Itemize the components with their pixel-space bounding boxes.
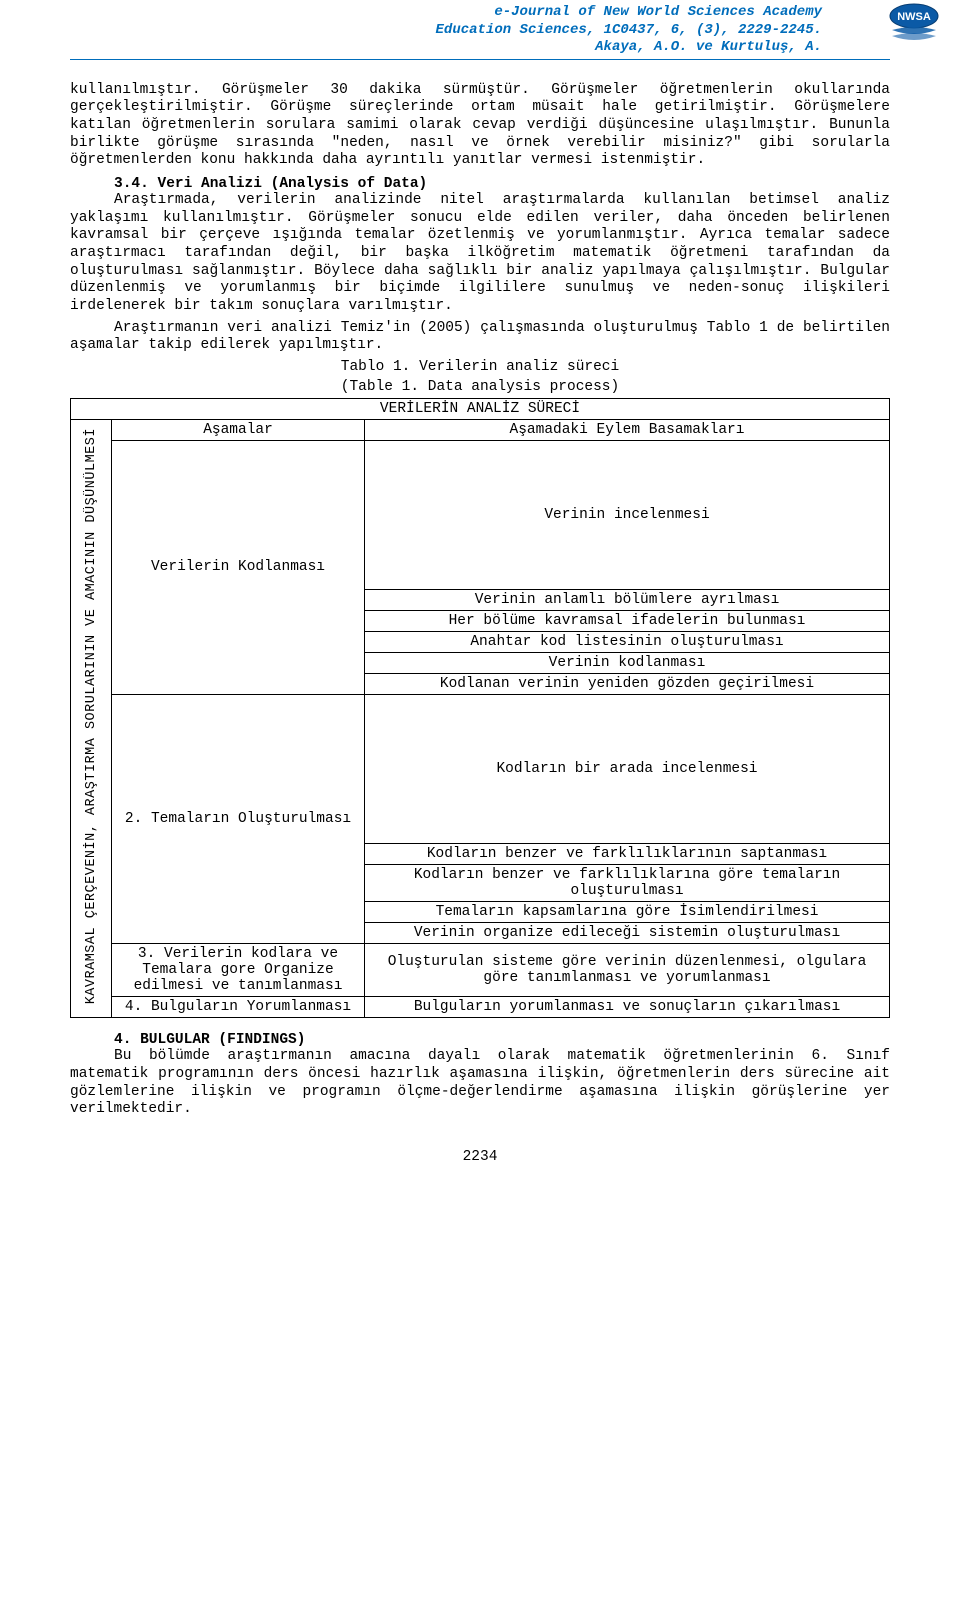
table-caption-1: Tablo 1. Verilerin analiz süreci bbox=[70, 359, 890, 376]
heading-3-4: 3.4. Veri Analizi (Analysis of Data) bbox=[114, 176, 890, 192]
table-step: Anahtar kod listesinin oluşturulması bbox=[365, 632, 890, 653]
table-step: Kodların bir arada incelenmesi bbox=[365, 695, 890, 844]
header-line-1: e-Journal of New World Sciences Academy bbox=[70, 4, 822, 22]
paragraph-2: Araştırmada, verilerin analizinde nitel … bbox=[70, 192, 890, 316]
paragraph-3: Araştırmanın veri analizi Temiz'in (2005… bbox=[70, 320, 890, 355]
table-step: Verinin incelenmesi bbox=[365, 440, 890, 589]
table-head-step: Aşamadaki Eylem Basamakları bbox=[365, 419, 890, 440]
table-step: Bulguların yorumlanması ve sonuçların çı… bbox=[365, 997, 890, 1018]
table-stage-1: Verilerin Kodlanması bbox=[112, 440, 365, 694]
table-stage-4: 4. Bulguların Yorumlanması bbox=[112, 997, 365, 1018]
nwsa-badge-icon: NWSA bbox=[888, 2, 940, 44]
paragraph-4: Bu bölümde araştırmanın amacına dayalı o… bbox=[70, 1048, 890, 1119]
table-stage-3: 3. Verilerin kodlara ve Temalara gore Or… bbox=[112, 944, 365, 997]
table-stage-2: 2. Temaların Oluşturulması bbox=[112, 695, 365, 944]
table-step: Verinin anlamlı bölümlere ayrılması bbox=[365, 590, 890, 611]
table-step: Oluşturulan sisteme göre verinin düzenle… bbox=[365, 944, 890, 997]
table-side-label: KAVRAMSAL ÇERÇEVENİN, ARAŞTIRMA SORULARI… bbox=[84, 422, 99, 1010]
page-number: 2234 bbox=[70, 1149, 890, 1165]
table-step: Verinin organize edileceği sistemin oluş… bbox=[365, 923, 890, 944]
table-step: Kodların benzer ve farklılıklarının sapt… bbox=[365, 844, 890, 865]
paragraph-1: kullanılmıştır. Görüşmeler 30 dakika sür… bbox=[70, 82, 890, 170]
table-step: Kodlanan verinin yeniden gözden geçirilm… bbox=[365, 674, 890, 695]
heading-4: 4. BULGULAR (FINDINGS) bbox=[114, 1032, 890, 1048]
page-header: e-Journal of New World Sciences Academy … bbox=[70, 0, 890, 60]
table-head-stage: Aşamalar bbox=[112, 419, 365, 440]
table-step: Kodların benzer ve farklılıklarına göre … bbox=[365, 865, 890, 902]
header-line-3: Akaya, A.O. ve Kurtuluş, A. bbox=[70, 39, 822, 57]
table-caption-2: (Table 1. Data analysis process) bbox=[70, 379, 890, 396]
svg-text:NWSA: NWSA bbox=[897, 11, 931, 23]
analysis-table: VERİLERİN ANALİZ SÜRECİ KAVRAMSAL ÇERÇEV… bbox=[70, 398, 890, 1018]
table-step: Verinin kodlanması bbox=[365, 653, 890, 674]
table-step: Her bölüme kavramsal ifadelerin bulunmas… bbox=[365, 611, 890, 632]
table-side-label-cell: KAVRAMSAL ÇERÇEVENİN, ARAŞTIRMA SORULARI… bbox=[71, 419, 112, 1017]
header-line-2: Education Sciences, 1C0437, 6, (3), 2229… bbox=[70, 22, 822, 40]
table-step: Temaların kapsamlarına göre İsimlendiril… bbox=[365, 902, 890, 923]
table-title: VERİLERİN ANALİZ SÜRECİ bbox=[71, 398, 890, 419]
